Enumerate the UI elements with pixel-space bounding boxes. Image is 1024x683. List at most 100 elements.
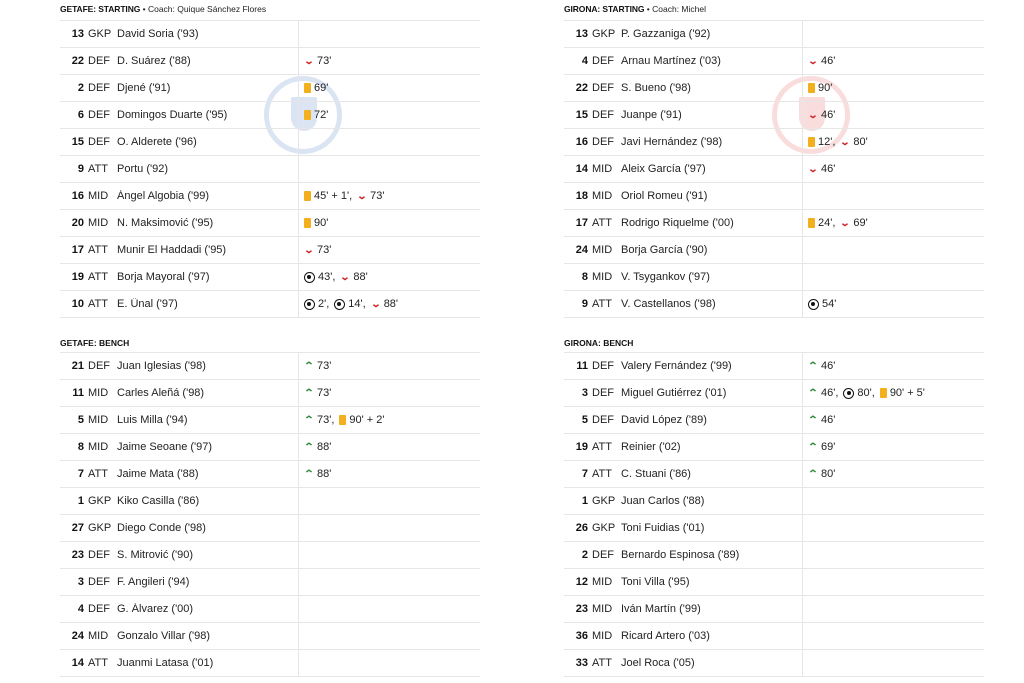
player-name[interactable]: David López ('89)	[621, 414, 707, 426]
player-name[interactable]: E. Ünal ('97)	[117, 298, 178, 310]
player-name[interactable]: Jaime Mata ('88)	[117, 468, 199, 480]
player-row[interactable]: 13 GKP David Soria ('93)	[60, 21, 480, 48]
player-row[interactable]: 1 GKP Juan Carlos ('88)	[564, 488, 984, 515]
player-name[interactable]: Munir El Haddadi ('95)	[117, 244, 227, 256]
player-name[interactable]: N. Maksimović ('95)	[117, 217, 214, 229]
player-row[interactable]: 5 MID Luis Milla ('94) ⌃ 73', 90' + 2'	[60, 407, 480, 434]
player-name[interactable]: V. Tsygankov ('97)	[621, 271, 710, 283]
player-row[interactable]: 5 DEF David López ('89) ⌃ 46'	[564, 407, 984, 434]
player-name[interactable]: O. Alderete ('96)	[117, 136, 197, 148]
player-name[interactable]: Bernardo Espinosa ('89)	[621, 549, 740, 561]
player-name[interactable]: D. Suárez ('88)	[117, 55, 191, 67]
player-row[interactable]: 11 MID Carles Aleñá ('98) ⌃ 73'	[60, 380, 480, 407]
player-name[interactable]: Miguel Gutiérrez ('01)	[621, 387, 727, 399]
player-row[interactable]: 27 GKP Diego Conde ('98)	[60, 515, 480, 542]
player-name[interactable]: Jaime Seoane ('97)	[117, 441, 213, 453]
player-row[interactable]: 24 MID Borja García ('90)	[564, 237, 984, 264]
player-row[interactable]: 6 DEF Domingos Duarte ('95) 72'	[60, 102, 480, 129]
player-name[interactable]: G. Álvarez ('00)	[117, 603, 194, 615]
player-name[interactable]: F. Angileri ('94)	[117, 576, 190, 588]
player-name[interactable]: Domingos Duarte ('95)	[117, 109, 228, 121]
player-name[interactable]: Juanmi Latasa ('01)	[117, 657, 214, 669]
match-event: ⌃ 46',	[807, 387, 839, 399]
match-event: 80',	[843, 387, 875, 399]
player-row[interactable]: 23 MID Iván Martín ('99)	[564, 596, 984, 623]
player-row[interactable]: 17 ATT Munir El Haddadi ('95) ⌄ 73'	[60, 237, 480, 264]
match-event: ⌄ 46'	[808, 55, 836, 67]
player-row[interactable]: 19 ATT Reinier ('02) ⌃ 69'	[564, 434, 984, 461]
player-row[interactable]: 26 GKP Toni Fuidias ('01)	[564, 515, 984, 542]
player-row[interactable]: 14 ATT Juanmi Latasa ('01)	[60, 650, 480, 677]
player-name[interactable]: S. Mitrović ('90)	[117, 549, 194, 561]
player-name[interactable]: Diego Conde ('98)	[117, 522, 206, 534]
player-name[interactable]: Djené ('91)	[117, 82, 171, 94]
player-name[interactable]: David Soria ('93)	[117, 28, 199, 40]
player-name[interactable]: Borja Mayoral ('97)	[117, 271, 210, 283]
player-row[interactable]: 21 DEF Juan Iglesias ('98) ⌃ 73'	[60, 353, 480, 380]
player-row[interactable]: 3 DEF F. Angileri ('94)	[60, 569, 480, 596]
player-row[interactable]: 24 MID Gonzalo Villar ('98)	[60, 623, 480, 650]
player-row[interactable]: 7 ATT C. Stuani ('86) ⌃ 80'	[564, 461, 984, 488]
player-name[interactable]: Juan Carlos ('88)	[621, 495, 705, 507]
player-name[interactable]: Javi Hernández ('98)	[621, 136, 723, 148]
player-name[interactable]: Aleix García ('97)	[621, 163, 706, 175]
player-name[interactable]: Juan Iglesias ('98)	[117, 360, 206, 372]
player-row[interactable]: 12 MID Toni Villa ('95)	[564, 569, 984, 596]
player-row[interactable]: 20 MID N. Maksimović ('95) 90'	[60, 210, 480, 237]
player-name[interactable]: Borja García ('90)	[621, 244, 708, 256]
player-row[interactable]: 4 DEF G. Álvarez ('00)	[60, 596, 480, 623]
player-name[interactable]: Oriol Romeu ('91)	[621, 190, 708, 202]
player-row[interactable]: 15 DEF Juanpe ('91) ⌄ 46'	[564, 102, 984, 129]
player-row[interactable]: 2 DEF Djené ('91) 69'	[60, 75, 480, 102]
shirt-number: 17	[71, 244, 84, 256]
player-row[interactable]: 22 DEF S. Bueno ('98) 90'	[564, 75, 984, 102]
player-row[interactable]: 7 ATT Jaime Mata ('88) ⌃ 88'	[60, 461, 480, 488]
player-name[interactable]: Portu ('92)	[117, 163, 169, 175]
player-name[interactable]: Ricard Artero ('03)	[621, 630, 710, 642]
player-name[interactable]: Arnau Martínez ('03)	[621, 55, 721, 67]
player-name[interactable]: Rodrigo Riquelme ('00)	[621, 217, 734, 229]
player-row[interactable]: 33 ATT Joel Roca ('05)	[564, 650, 984, 677]
player-name[interactable]: S. Bueno ('98)	[621, 82, 691, 94]
player-name[interactable]: Juanpe ('91)	[621, 109, 682, 121]
player-row[interactable]: 8 MID V. Tsygankov ('97)	[564, 264, 984, 291]
sub-on-icon: ⌃	[807, 387, 819, 399]
player-name[interactable]: Iván Martín ('99)	[621, 603, 701, 615]
player-row[interactable]: 2 DEF Bernardo Espinosa ('89)	[564, 542, 984, 569]
player-row[interactable]: 22 DEF D. Suárez ('88) ⌄ 73'	[60, 48, 480, 75]
player-name[interactable]: Valery Fernández ('99)	[621, 360, 732, 372]
event-time: 46'	[821, 163, 836, 175]
player-events: ⌃ 69'	[802, 434, 835, 460]
player-position: MID	[88, 630, 109, 642]
player-row[interactable]: 11 DEF Valery Fernández ('99) ⌃ 46'	[564, 353, 984, 380]
player-row[interactable]: 36 MID Ricard Artero ('03)	[564, 623, 984, 650]
player-row[interactable]: 14 MID Aleix García ('97) ⌄ 46'	[564, 156, 984, 183]
player-name[interactable]: Toni Villa ('95)	[621, 576, 690, 588]
player-row[interactable]: 13 GKP P. Gazzaniga ('92)	[564, 21, 984, 48]
player-name[interactable]: Luis Milla ('94)	[117, 414, 188, 426]
player-row[interactable]: 8 MID Jaime Seoane ('97) ⌃ 88'	[60, 434, 480, 461]
player-name[interactable]: P. Gazzaniga ('92)	[621, 28, 711, 40]
player-row[interactable]: 23 DEF S. Mitrović ('90)	[60, 542, 480, 569]
player-name[interactable]: C. Stuani ('86)	[621, 468, 691, 480]
player-name[interactable]: Reinier ('02)	[621, 441, 681, 453]
player-row[interactable]: 16 DEF Javi Hernández ('98) 12', ⌄ 80'	[564, 129, 984, 156]
player-name[interactable]: Ángel Algobia ('99)	[117, 190, 209, 202]
player-name[interactable]: Toni Fuidias ('01)	[621, 522, 705, 534]
player-row[interactable]: 3 DEF Miguel Gutiérrez ('01) ⌃ 46', 80', 90' +…	[564, 380, 984, 407]
player-name[interactable]: Joel Roca ('05)	[621, 657, 695, 669]
player-row[interactable]: 10 ATT E. Ünal ('97) 2', 14', ⌄ 88'	[60, 291, 480, 318]
player-row[interactable]: 9 ATT V. Castellanos ('98) 54'	[564, 291, 984, 318]
player-row[interactable]: 4 DEF Arnau Martínez ('03) ⌄ 46'	[564, 48, 984, 75]
player-name[interactable]: Gonzalo Villar ('98)	[117, 630, 210, 642]
player-row[interactable]: 1 GKP Kiko Casilla ('86)	[60, 488, 480, 515]
player-row[interactable]: 19 ATT Borja Mayoral ('97) 43', ⌄ 88'	[60, 264, 480, 291]
player-row[interactable]: 16 MID Ángel Algobia ('99) 45' + 1', ⌄ 73'	[60, 183, 480, 210]
player-row[interactable]: 15 DEF O. Alderete ('96)	[60, 129, 480, 156]
player-row[interactable]: 9 ATT Portu ('92)	[60, 156, 480, 183]
player-name[interactable]: Kiko Casilla ('86)	[117, 495, 200, 507]
player-row[interactable]: 17 ATT Rodrigo Riquelme ('00) 24', ⌄ 69'	[564, 210, 984, 237]
player-name[interactable]: Carles Aleñá ('98)	[117, 387, 205, 399]
player-name[interactable]: V. Castellanos ('98)	[621, 298, 716, 310]
player-row[interactable]: 18 MID Oriol Romeu ('91)	[564, 183, 984, 210]
